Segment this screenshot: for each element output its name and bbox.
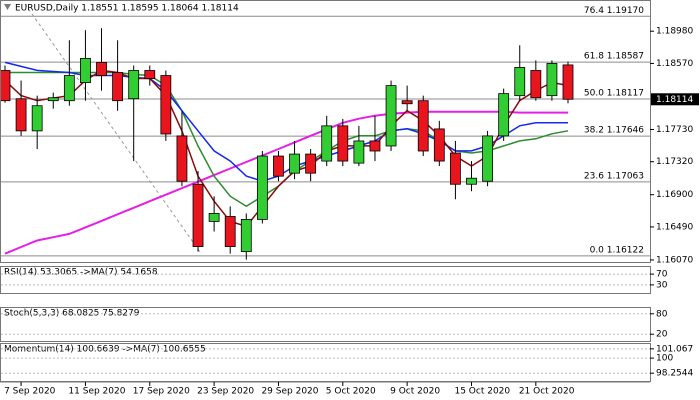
candle-body: [192, 183, 204, 247]
y-tick-label: 1.17730: [656, 125, 693, 135]
candle-body: [433, 128, 445, 162]
y-tick-label: 101.067: [656, 344, 693, 354]
fib-label: 50.0 1.18117: [584, 89, 644, 99]
moving-average: [4, 110, 568, 255]
candle-body: [176, 135, 188, 182]
candle-body: [305, 153, 317, 174]
fib-label: 61.8 1.18587: [584, 52, 644, 62]
candle-body: [530, 70, 542, 99]
y-tick-label: 1.16900: [656, 190, 693, 200]
candle-body: [466, 177, 477, 185]
y-tick-label: 30: [656, 280, 668, 290]
y-tick-label: 1.16490: [656, 222, 693, 232]
candle-body: [417, 100, 429, 152]
candle-body: [273, 155, 284, 177]
title-icon: [4, 4, 11, 10]
candle-body: [385, 85, 397, 147]
candle-body: [144, 70, 156, 79]
candle-body: [128, 70, 140, 100]
y-tick-label: 1.18570: [656, 59, 693, 69]
candle-body: [289, 153, 300, 174]
candle-body: [353, 140, 365, 164]
last-price-box: [651, 93, 699, 106]
candle-body: [401, 100, 413, 105]
candle-body: [498, 93, 510, 137]
main-panel: 76.4 1.19170 61.8 1.18587 50.0 1.18117 38.2…: [0, 6, 650, 260]
y-tick-label: 80: [656, 309, 668, 319]
candle-body: [337, 125, 349, 162]
x-tick-label: 21 Oct 2020: [519, 387, 575, 397]
main-frame: [0, 0, 651, 263]
indicator-label: RSI(14) 53.3065 ->MA(7) 54.1658: [4, 268, 158, 278]
fib-label: 0.0 1.16122: [590, 245, 644, 255]
x-tick-label: 5 Oct 2020: [326, 387, 376, 397]
y-tick-label: 70: [656, 270, 668, 280]
last-price-label: 1.18114: [656, 95, 693, 105]
indicator-label: Stoch(5,3,3) 68.0825 75.8279: [4, 309, 140, 319]
fib-label: 76.4 1.19170: [584, 6, 644, 16]
y-tick-label: 98.2544: [656, 369, 693, 379]
fib-label: 38.2 1.17646: [584, 126, 644, 136]
candle-body: [47, 97, 59, 102]
candle-body: [514, 67, 526, 97]
y-tick-label: 1.16070: [656, 255, 693, 265]
x-tick-label: 15 Oct 2020: [454, 387, 510, 397]
candle-body: [240, 218, 252, 253]
candle-body: [321, 125, 333, 162]
y-tick-label: 1.17320: [656, 157, 693, 167]
chart-title: EURUSD,Daily 1.18551 1.18595 1.18064 1.1…: [15, 4, 239, 14]
candle-body: [562, 64, 574, 100]
candle-body: [160, 75, 172, 135]
candle-body: [31, 105, 43, 132]
y-tick-label: 20: [656, 330, 668, 340]
fib-trendline: [24, 3, 201, 253]
candle-body: [0, 70, 11, 102]
indicator-frame: [0, 266, 651, 294]
candle-body: [96, 62, 107, 76]
candle-body: [449, 152, 461, 185]
x-tick-label: 17 Sep 2020: [133, 387, 190, 397]
candle-body: [208, 213, 220, 222]
x-tick-label: 29 Sep 2020: [261, 387, 318, 397]
indicator-label: Momentum(14) 100.6639 ->MA(7) 100.6555: [4, 345, 206, 355]
x-tick-label: 23 Sep 2020: [197, 387, 254, 397]
candle-body: [546, 63, 558, 97]
y-tick-label: 100: [656, 354, 673, 364]
x-tick-label: 11 Sep 2020: [68, 387, 125, 397]
candle-body: [112, 72, 123, 102]
fib-label: 23.6 1.17063: [584, 171, 644, 181]
candle-body: [80, 58, 91, 84]
candle-body: [369, 140, 381, 152]
candle-body: [482, 135, 493, 182]
x-tick-label: 7 Sep 2020: [4, 387, 56, 397]
x-tick-label: 9 Oct 2020: [390, 387, 440, 397]
candle-body: [63, 75, 75, 102]
candle-body: [256, 155, 268, 220]
candle-body: [224, 216, 236, 247]
candle-body: [15, 98, 27, 132]
y-tick-label: 1.18980: [656, 27, 693, 37]
indicator-frame: [0, 307, 651, 342]
